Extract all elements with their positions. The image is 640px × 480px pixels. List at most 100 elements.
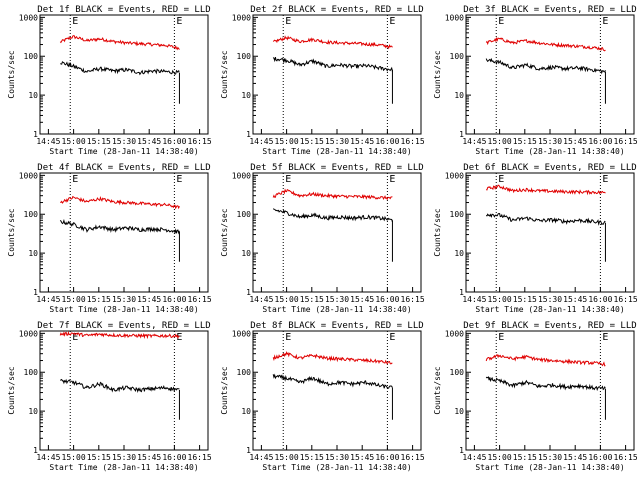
- event-marker-label: E: [176, 332, 182, 343]
- x-tick-label: 15:30: [325, 453, 349, 462]
- events-series-line: [272, 56, 393, 72]
- y-tick-label: 1: [246, 130, 251, 139]
- lld-series-line: [485, 354, 606, 367]
- plot-frame: [39, 330, 209, 451]
- x-tick-label: 14:45: [462, 453, 486, 462]
- x-tick-label: 14:45: [462, 137, 486, 146]
- y-tick-label: 1000: [19, 13, 38, 22]
- x-axis-label: Start Time (28-Jan-11 14:38:40): [475, 463, 624, 472]
- x-tick-label: 16:00: [162, 453, 186, 462]
- x-tick-label: 15:15: [300, 453, 324, 462]
- x-axis-label: Start Time (28-Jan-11 14:38:40): [475, 147, 624, 156]
- x-tick-label: 15:30: [538, 453, 562, 462]
- events-series-line: [59, 378, 180, 394]
- x-axis-label: Start Time (28-Jan-11 14:38:40): [262, 147, 411, 156]
- x-tick-label: 16:00: [375, 453, 399, 462]
- events-series-line: [272, 373, 393, 389]
- x-tick-label: 15:15: [513, 295, 537, 304]
- event-marker-label: E: [176, 174, 182, 185]
- y-tick-label: 10: [28, 249, 38, 258]
- x-tick-label: 16:15: [614, 453, 638, 462]
- x-tick-label: 15:45: [137, 453, 161, 462]
- x-tick-label: 15:30: [112, 453, 136, 462]
- event-marker-label: E: [498, 16, 504, 27]
- y-tick-label: 1000: [445, 13, 464, 22]
- lld-series-line: [486, 184, 606, 196]
- x-tick-label: 15:15: [300, 295, 324, 304]
- x-tick-label: 15:30: [112, 295, 136, 304]
- event-marker-label: E: [389, 16, 395, 27]
- x-tick-label: 14:45: [249, 137, 273, 146]
- lld-series-line: [59, 330, 180, 340]
- x-tick-label: 14:45: [36, 137, 60, 146]
- x-tick-label: 14:45: [462, 295, 486, 304]
- y-tick-label: 1000: [232, 13, 251, 22]
- panel-det-8: Det 8f BLACK = Events, RED = LLD 1 10 100 10…: [220, 321, 425, 472]
- y-tick-label: 1000: [19, 171, 38, 180]
- y-tick-label: 1000: [445, 329, 464, 338]
- y-tick-label: 1: [459, 288, 464, 297]
- panel-det-5: Det 5f BLACK = Events, RED = LLD 1 10 100 10…: [220, 163, 425, 314]
- events-series-line: [485, 57, 606, 75]
- x-tick-label: 16:15: [188, 295, 212, 304]
- x-tick-label: 16:00: [162, 295, 186, 304]
- y-tick-label: 100: [237, 52, 252, 61]
- y-tick-label: 100: [24, 368, 39, 377]
- events-series-line: [485, 376, 606, 392]
- y-axis-label: Counts/sec: [433, 50, 442, 98]
- panel-det-1: Det 1f BLACK = Events, RED = LLD 1 10 100 10…: [7, 5, 212, 156]
- plot-frame: [252, 172, 422, 293]
- y-tick-label: 1000: [445, 171, 464, 180]
- panel-title: Det 1f BLACK = Events, RED = LLD: [37, 5, 210, 15]
- y-axis-label: Counts/sec: [220, 50, 229, 98]
- x-tick-label: 16:00: [375, 295, 399, 304]
- y-tick-label: 1: [246, 446, 251, 455]
- lld-series-line: [485, 36, 606, 52]
- event-marker-label: E: [602, 332, 608, 343]
- event-marker-label: E: [72, 332, 78, 343]
- plot-frame: [465, 330, 635, 451]
- x-tick-label: 15:00: [275, 295, 299, 304]
- y-axis-label: Counts/sec: [7, 50, 16, 98]
- events-series-line: [485, 212, 606, 226]
- y-tick-label: 1000: [19, 329, 38, 338]
- x-axis-label: Start Time (28-Jan-11 14:38:40): [49, 463, 198, 472]
- x-tick-label: 15:15: [513, 137, 537, 146]
- y-axis-label: Counts/sec: [7, 366, 16, 414]
- lld-series-line: [272, 350, 393, 365]
- x-tick-label: 15:45: [350, 137, 374, 146]
- y-tick-label: 10: [28, 407, 38, 416]
- event-marker-label: E: [285, 332, 291, 343]
- x-tick-label: 15:00: [275, 453, 299, 462]
- x-axis-label: Start Time (28-Jan-11 14:38:40): [262, 463, 411, 472]
- x-axis-label: Start Time (28-Jan-11 14:38:40): [49, 147, 198, 156]
- panel-title: Det 9f BLACK = Events, RED = LLD: [463, 321, 636, 331]
- x-tick-label: 16:00: [588, 137, 612, 146]
- events-series-line: [59, 218, 180, 235]
- x-tick-label: 15:30: [325, 137, 349, 146]
- y-axis-label: Counts/sec: [220, 208, 229, 256]
- x-tick-label: 15:15: [513, 453, 537, 462]
- y-axis-label: Counts/sec: [433, 366, 442, 414]
- y-tick-label: 10: [241, 91, 251, 100]
- x-tick-label: 15:45: [350, 295, 374, 304]
- plot-frame: [252, 330, 422, 451]
- y-tick-label: 10: [454, 407, 464, 416]
- x-tick-label: 15:45: [563, 137, 587, 146]
- panel-det-2: Det 2f BLACK = Events, RED = LLD 1 10 100 10…: [220, 5, 425, 156]
- x-tick-label: 15:15: [300, 137, 324, 146]
- event-marker-label: E: [602, 16, 608, 27]
- y-tick-label: 100: [450, 52, 465, 61]
- y-tick-label: 1: [246, 288, 251, 297]
- x-tick-label: 15:45: [137, 295, 161, 304]
- x-tick-label: 14:45: [36, 295, 60, 304]
- x-axis-label: Start Time (28-Jan-11 14:38:40): [49, 305, 198, 314]
- x-tick-label: 16:15: [188, 453, 212, 462]
- y-tick-label: 100: [450, 368, 465, 377]
- event-marker-label: E: [602, 174, 608, 185]
- panel-title: Det 8f BLACK = Events, RED = LLD: [250, 321, 423, 331]
- y-tick-label: 100: [237, 368, 252, 377]
- x-tick-label: 16:15: [401, 295, 425, 304]
- y-tick-label: 1: [33, 446, 38, 455]
- x-tick-label: 16:00: [588, 295, 612, 304]
